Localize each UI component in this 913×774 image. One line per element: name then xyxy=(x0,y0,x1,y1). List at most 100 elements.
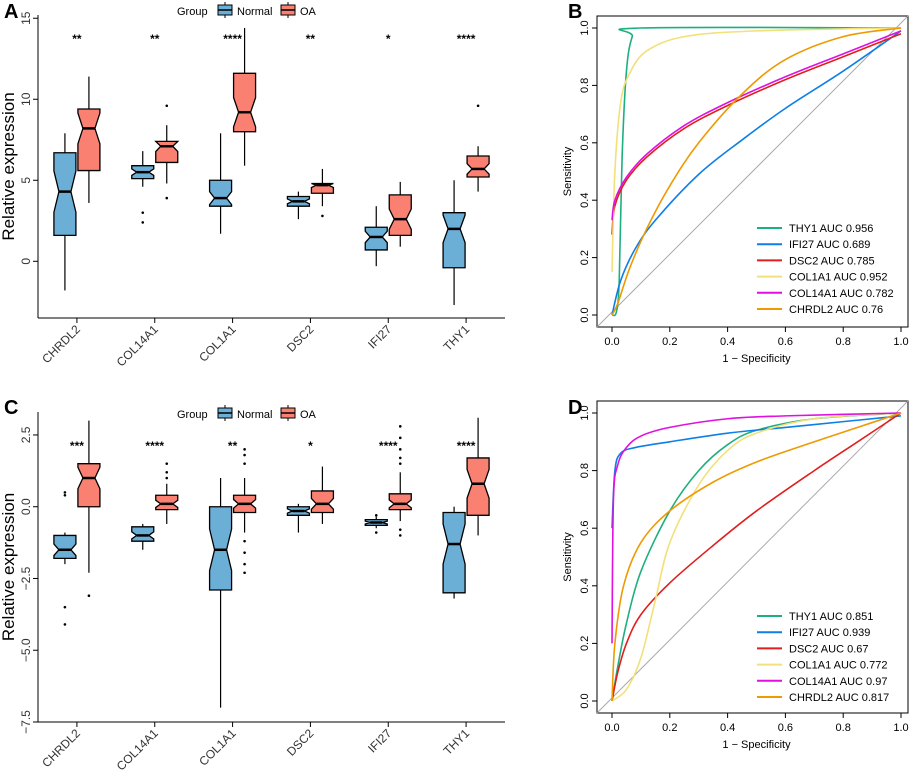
outlier-point xyxy=(165,104,169,108)
x-tick-label: COL14A1 xyxy=(114,726,161,773)
significance-label: ** xyxy=(228,439,238,453)
legend-label: COL1A1 AUC 0.952 xyxy=(789,272,887,284)
outlier-point xyxy=(374,514,378,517)
box-oa-col1a1 xyxy=(232,27,257,166)
outlier-point xyxy=(398,462,402,465)
y-tick-label: 0.4 xyxy=(579,193,591,208)
box-oa-chrdl2 xyxy=(77,420,101,598)
x-tick-label: 0.0 xyxy=(604,722,619,734)
box-body xyxy=(155,494,179,511)
x-tick-label: 0.8 xyxy=(836,336,851,348)
y-tick-label: −5.0 xyxy=(19,638,33,662)
x-tick-label: 0.2 xyxy=(662,722,677,734)
reference-diagonal xyxy=(596,400,909,714)
boxplot-panel-A: A 0 5 10 15 Relative expression Group Normal OA C… xyxy=(0,1,505,369)
x-tick-label: 0.2 xyxy=(662,336,677,348)
box-body xyxy=(131,526,155,542)
box-normal-chrdl2 xyxy=(53,133,77,291)
box-normal-dsc2 xyxy=(286,191,311,220)
outlier-point xyxy=(63,491,67,494)
box-body xyxy=(77,463,101,508)
significance-label: **** xyxy=(457,32,476,46)
roc-curve-col14a1 xyxy=(611,30,902,221)
outlier-point xyxy=(63,623,67,626)
box-body xyxy=(388,493,412,511)
y-tick-label: 0.8 xyxy=(579,78,591,93)
outlier-point xyxy=(141,211,145,214)
x-tick-label: 0.4 xyxy=(720,336,735,348)
outlier-point xyxy=(141,221,145,224)
outlier-point xyxy=(398,425,402,428)
outlier-point xyxy=(398,534,402,537)
box-body xyxy=(442,511,466,594)
outlier-point xyxy=(243,551,246,554)
boxplot-panel-C: C2.5 0.0 −2.5 −5.0 −7.5 Relative expression Gr… xyxy=(0,397,505,773)
panel-label: A xyxy=(4,1,18,23)
legend-label: CHRDL2 AUC 0.76 xyxy=(789,304,883,316)
outlier-point xyxy=(243,448,246,451)
panel-label: B xyxy=(568,1,582,23)
legend: THY1 AUC 0.956 IFI27 AUC 0.689 DSC2 AUC 0.… xyxy=(757,223,894,316)
roc-curve-dsc2 xyxy=(611,32,902,235)
y-tick-label: 1.0 xyxy=(579,405,591,420)
legend-label: COL14A1 AUC 0.782 xyxy=(789,288,894,300)
legend: Group Normal OA xyxy=(177,2,317,18)
outlier-point xyxy=(243,562,246,566)
panel-label: C xyxy=(4,397,18,419)
outlier-point xyxy=(398,456,402,460)
legend-label: DSC2 AUC 0.67 xyxy=(789,643,868,655)
box-oa-col14a1 xyxy=(155,462,179,524)
y-tick-label: 0.6 xyxy=(579,135,591,150)
legend-label: COL1A1 AUC 0.772 xyxy=(789,660,887,672)
box-normal-col14a1 xyxy=(131,523,155,550)
box-body xyxy=(53,152,77,237)
outlier-point xyxy=(87,594,91,598)
roc-curve-col1a1 xyxy=(611,27,902,272)
legend: Group Normal OA xyxy=(177,405,317,421)
y-tick-label: 0.4 xyxy=(579,578,591,593)
x-tick-label: DSC2 xyxy=(284,322,317,355)
outlier-point xyxy=(243,453,246,457)
roc-curve-col14a1 xyxy=(611,412,902,644)
x-tick-label: THY1 xyxy=(441,726,473,758)
box-oa-ifi27 xyxy=(388,425,412,537)
box-normal-thy1 xyxy=(442,506,466,599)
x-tick-label: DSC2 xyxy=(284,726,317,759)
box-body xyxy=(388,194,412,237)
y-axis-label: Relative expression xyxy=(0,92,18,240)
legend-label-oa: OA xyxy=(300,6,317,18)
box-oa-col14a1 xyxy=(154,104,180,200)
legend: THY1 AUC 0.851 IFI27 AUC 0.939 DSC2 AUC 0.… xyxy=(757,611,889,704)
box-oa-dsc2 xyxy=(310,466,335,524)
box-normal-col1a1 xyxy=(208,478,233,708)
outlier-point xyxy=(398,448,402,451)
x-axis-label: 1 − Specificity xyxy=(722,353,791,365)
outlier-point xyxy=(63,493,67,497)
significance-label: *** xyxy=(70,439,84,453)
box-body xyxy=(466,457,490,516)
x-tick-label: IFI27 xyxy=(365,322,394,351)
box-normal-ifi27 xyxy=(364,514,388,534)
roc-curve-ifi27 xyxy=(611,415,902,529)
box-oa-ifi27 xyxy=(388,181,412,247)
y-tick-label: 0 xyxy=(19,258,33,265)
roc-curve-dsc2 xyxy=(611,412,902,702)
x-tick-label: 1.0 xyxy=(893,722,908,734)
roc-curve-thy1 xyxy=(611,412,902,702)
box-normal-dsc2 xyxy=(286,503,311,533)
legend-label: IFI27 AUC 0.939 xyxy=(789,627,870,639)
x-tick-label: 0.6 xyxy=(778,722,793,734)
x-tick-label: COL1A1 xyxy=(196,322,239,365)
y-tick-label: 0.8 xyxy=(579,463,591,478)
outlier-point xyxy=(165,462,169,465)
outlier-point xyxy=(398,436,402,440)
outlier-point xyxy=(63,605,67,609)
x-tick-label: CHRDL2 xyxy=(39,322,83,366)
box-body xyxy=(466,155,490,178)
box-oa-thy1 xyxy=(466,104,490,192)
box-normal-ifi27 xyxy=(364,206,388,267)
y-tick-label: 0.6 xyxy=(579,521,591,536)
significance-label: **** xyxy=(379,439,398,453)
x-tick-label: 0.8 xyxy=(836,722,851,734)
